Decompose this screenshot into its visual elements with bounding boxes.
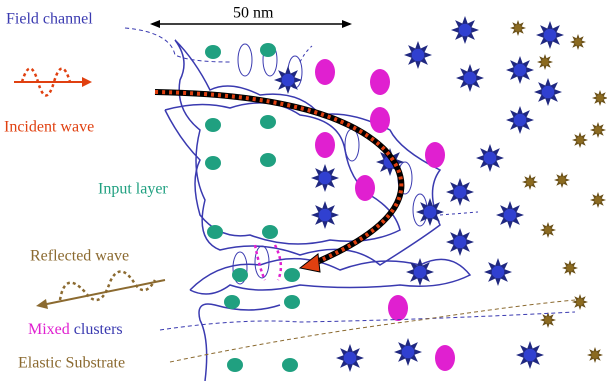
mixed-cluster [370, 107, 390, 133]
substrate-atom [282, 74, 295, 87]
substrate-atom [459, 24, 472, 37]
input-particle [282, 358, 298, 372]
substrate-atom [542, 86, 555, 99]
scale-arrow [342, 20, 352, 28]
input-particle [260, 43, 276, 57]
substrate-atom [464, 72, 477, 85]
wave-arrow [36, 299, 48, 309]
wave-arrow [82, 77, 92, 87]
input-particle [260, 115, 276, 129]
substrate-atom [504, 209, 517, 222]
label: Input layer [98, 181, 168, 198]
input-particle [260, 153, 276, 167]
label: Reflected wave [30, 248, 129, 265]
input-particle [232, 268, 248, 282]
input-particle [207, 225, 223, 239]
elastic-atom [574, 38, 581, 45]
input-particle [205, 45, 221, 59]
substrate-atom [319, 209, 332, 222]
elastic-atom [591, 351, 598, 358]
mixed-cluster [425, 142, 445, 168]
input-particle [205, 118, 221, 132]
mixed-cluster [435, 345, 455, 371]
elastic-atom [566, 264, 573, 271]
elastic-atom [596, 94, 603, 101]
elastic-atom [526, 178, 533, 185]
mixed-cluster [315, 132, 335, 158]
input-particle [284, 295, 300, 309]
mixed-cluster [315, 59, 335, 85]
substrate-atom [424, 206, 437, 219]
elastic-atom [541, 58, 548, 65]
channel-ring [238, 44, 252, 76]
leader [160, 312, 575, 330]
elastic-atom [576, 298, 583, 305]
substrate-atom [454, 186, 467, 199]
substrate-atom [514, 64, 527, 77]
label: Elastic Substrate [18, 355, 125, 372]
elastic-atom [558, 176, 565, 183]
scale-arrow [150, 20, 160, 28]
mixed-cluster [355, 175, 375, 201]
substrate-atom [492, 266, 505, 279]
input-particle [224, 295, 240, 309]
scale-label: 50 nm [233, 5, 274, 22]
input-particle [262, 225, 278, 239]
substrate-atom [414, 266, 427, 279]
substrate-atom [319, 172, 332, 185]
label: Field channel [6, 11, 93, 28]
elastic-atom [594, 126, 601, 133]
shapes [155, 16, 607, 381]
boundary [165, 103, 400, 244]
mixed-cluster [388, 295, 408, 321]
label-part: Mixed [28, 321, 70, 338]
elastic-atom [594, 196, 601, 203]
field-arrowhead [300, 254, 320, 272]
diagram: 50 nm Field channel Incident wave Input … [0, 0, 607, 381]
input-particle [227, 358, 243, 372]
leader [170, 300, 575, 362]
label: Mixed clusters [28, 321, 123, 338]
substrate-atom [344, 352, 357, 365]
channel-ring [345, 129, 359, 161]
label-part: clusters [74, 321, 123, 338]
elastic-atom [544, 316, 551, 323]
elastic-atom [576, 136, 583, 143]
input-particle [284, 268, 300, 282]
elastic-atom [544, 226, 551, 233]
substrate-atom [402, 346, 415, 359]
mixed-cluster [370, 69, 390, 95]
substrate-atom [484, 152, 497, 165]
input-particle [205, 156, 221, 170]
substrate-atom [514, 114, 527, 127]
substrate-atom [454, 236, 467, 249]
elastic-atom [514, 24, 521, 31]
substrate-atom [524, 349, 537, 362]
substrate-atom [544, 29, 557, 42]
substrate-atom [412, 49, 425, 62]
label: Incident wave [4, 119, 94, 136]
